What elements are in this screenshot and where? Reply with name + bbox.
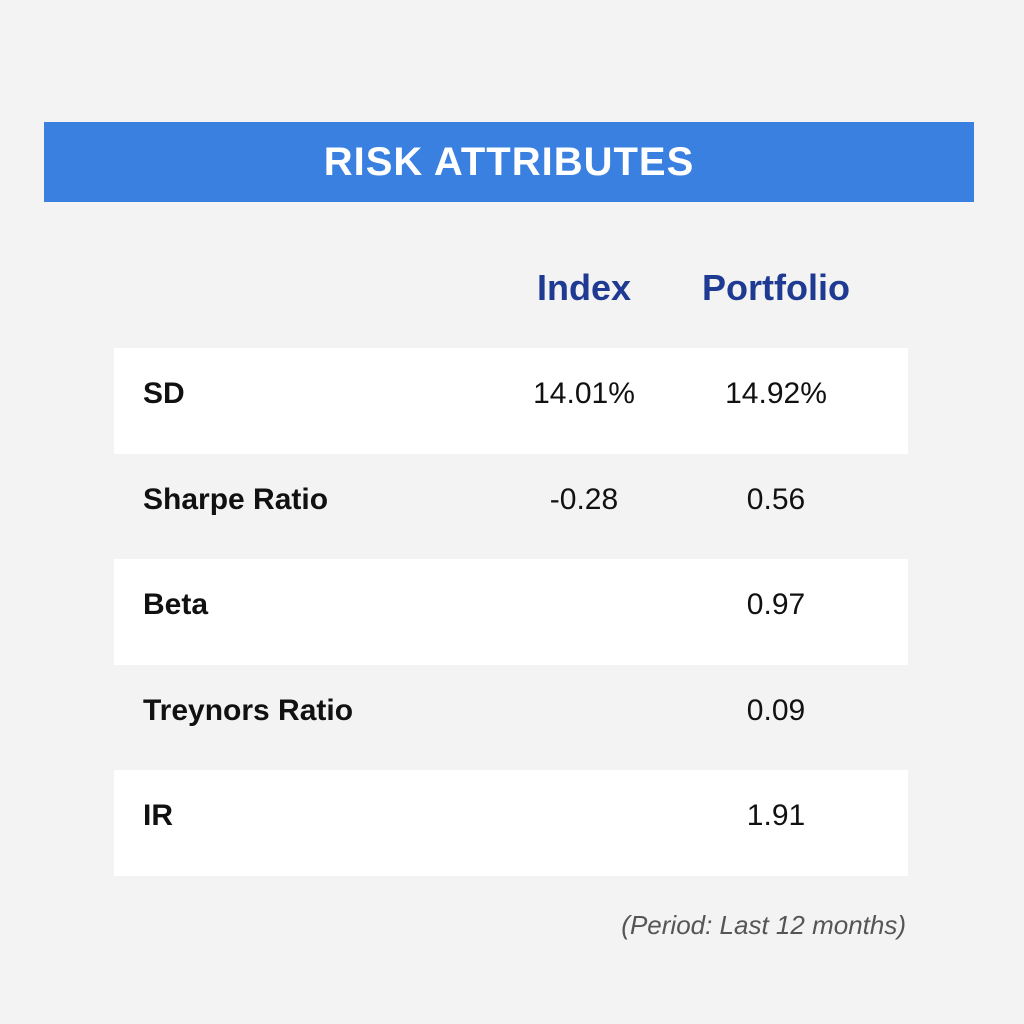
portfolio-value: 0.09 <box>746 693 806 727</box>
portfolio-value: 14.92% <box>725 377 827 410</box>
table-row-sd: SD 14.01% 14.92% <box>114 348 908 454</box>
column-header-index: Index <box>536 267 632 308</box>
row-label: Sharpe Ratio <box>143 482 329 516</box>
index-value <box>514 559 654 665</box>
row-label: Treynors Ratio <box>143 693 354 727</box>
table-row-beta: Beta 0.97 <box>114 559 908 665</box>
index-value: -0.28 <box>549 482 619 516</box>
portfolio-value: 0.97 <box>746 588 806 621</box>
table-row-ir: IR 1.91 <box>114 770 908 876</box>
table-row-treynors-ratio: Treynors Ratio 0.09 <box>114 665 908 771</box>
title-banner: RISK ATTRIBUTES <box>44 122 974 202</box>
index-value: 14.01% <box>533 377 635 410</box>
risk-table: SD 14.01% 14.92% Sharpe Ratio -0.28 0.56… <box>114 348 908 876</box>
row-label: IR <box>143 799 173 832</box>
portfolio-value: 1.91 <box>746 799 806 832</box>
portfolio-value: 0.56 <box>746 482 806 516</box>
page-title: RISK ATTRIBUTES <box>323 139 695 184</box>
row-label: Beta <box>143 588 209 621</box>
table-row-sharpe-ratio: Sharpe Ratio -0.28 0.56 <box>114 454 908 560</box>
row-label: SD <box>143 377 185 410</box>
column-header-portfolio: Portfolio <box>702 267 850 308</box>
period-footnote: (Period: Last 12 months) <box>621 910 906 940</box>
index-value <box>514 665 654 771</box>
index-value <box>514 770 654 876</box>
